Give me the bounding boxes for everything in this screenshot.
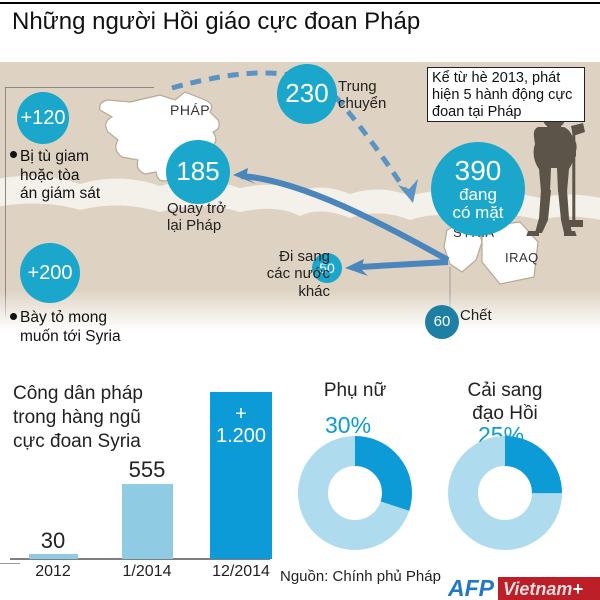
svg-text:AFP: AFP (448, 576, 495, 600)
svg-text:30: 30 (41, 528, 65, 553)
svg-text:12/2014: 12/2014 (212, 563, 270, 580)
svg-text:1/2014: 1/2014 (123, 563, 172, 580)
svg-text:555: 555 (129, 457, 166, 482)
svg-text:1.200: 1.200 (216, 425, 266, 447)
svg-text:2012: 2012 (35, 563, 71, 580)
svg-text:+: + (235, 403, 247, 425)
svg-text:Vietnam+: Vietnam+ (503, 579, 583, 599)
